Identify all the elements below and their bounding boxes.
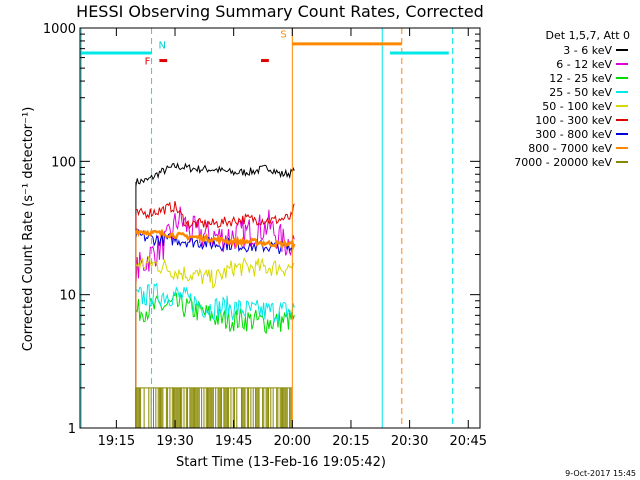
legend-label: 6 - 12 keV — [556, 58, 612, 71]
x-tick-label: 20:45 — [450, 434, 487, 449]
legend-label: 12 - 25 keV — [549, 72, 612, 85]
x-tick-label: 19:15 — [98, 434, 135, 449]
x-tick-label: 20:30 — [391, 434, 428, 449]
legend-title: Det 1,5,7, Att 0 — [546, 29, 630, 42]
flag-label: S — [280, 29, 286, 40]
y-tick-label: 10 — [59, 289, 76, 304]
timestamp: 9-Oct-2017 15:45 — [565, 469, 636, 478]
data-curves — [134, 162, 296, 428]
x-tick-label: 20:15 — [332, 434, 369, 449]
series-line — [134, 227, 296, 251]
flag-label: F — [145, 57, 151, 68]
legend-label: 100 - 300 keV — [535, 114, 612, 127]
series-line — [135, 201, 295, 230]
series-line — [135, 255, 295, 289]
plot-frame — [79, 27, 481, 429]
x-tick-label: 19:45 — [215, 434, 252, 449]
flag-label: N — [159, 41, 166, 52]
x-tick-label: 20:00 — [274, 434, 311, 449]
axis-ticks: 19:15 19:30 19:45 20:00 20:15 20:30 20:45 1 10 10… — [43, 22, 487, 449]
y-axis-label: Corrected Count Rate (s⁻¹ detector⁻¹) — [21, 107, 36, 352]
y-tick-label: 1000 — [43, 22, 76, 37]
legend-label: 300 - 800 keV — [535, 128, 612, 141]
x-axis-label: Start Time (13-Feb-16 19:05:42) — [176, 455, 386, 470]
chart-title: HESSI Observing Summary Count Rates, Cor… — [76, 2, 484, 21]
legend-label: 800 - 7000 keV — [528, 142, 612, 155]
y-tick-label: 100 — [51, 155, 76, 170]
series-line — [135, 282, 295, 323]
y-tick-label: 1 — [68, 422, 76, 437]
overlays: NF S — [80, 28, 454, 428]
legend-label: 25 - 50 keV — [549, 86, 612, 99]
series-line — [135, 292, 295, 335]
x-tick-label: 19:30 — [156, 434, 193, 449]
series-line — [135, 162, 295, 187]
legend-label: 7000 - 20000 keV — [514, 156, 612, 169]
legend-label: 50 - 100 keV — [542, 100, 612, 113]
legend-label: 3 - 6 keV — [563, 44, 612, 57]
